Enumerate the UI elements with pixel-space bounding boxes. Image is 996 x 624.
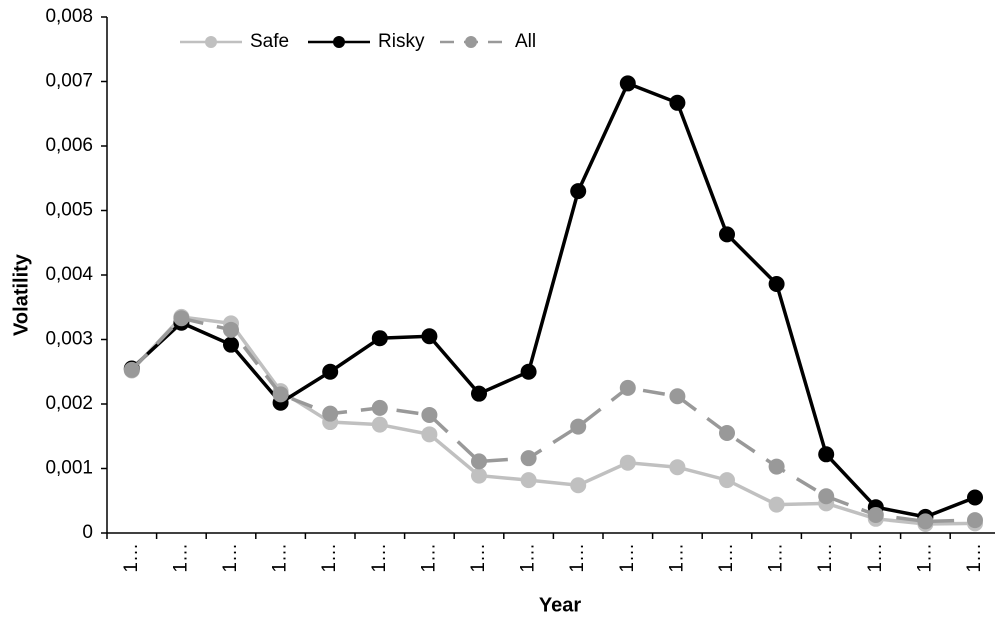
point	[223, 321, 239, 338]
y-tick-label: 0,002	[45, 393, 93, 414]
point	[371, 416, 388, 433]
point	[619, 454, 636, 471]
y-tick-label: 0,005	[45, 200, 93, 221]
x-tick-label: 1…	[567, 543, 588, 573]
point	[619, 75, 636, 92]
x-tick-label: 1…	[468, 543, 489, 573]
y-tick-label: 0,001	[45, 458, 93, 479]
point	[867, 506, 884, 523]
x-tick-label: 1…	[716, 543, 737, 573]
point	[917, 513, 934, 530]
point	[619, 379, 636, 396]
point	[818, 446, 835, 463]
point	[570, 183, 587, 200]
point	[669, 388, 686, 405]
point	[322, 363, 339, 380]
y-tick-label: 0,008	[45, 6, 93, 27]
x-axis-title: Year	[539, 594, 581, 616]
point	[421, 406, 438, 423]
point	[768, 496, 785, 513]
y-tick-label: 0,006	[45, 135, 93, 156]
y-axis-title: Volatility	[10, 253, 32, 336]
point	[719, 425, 735, 442]
x-tick-label: 1…	[617, 543, 638, 573]
legend-label: Safe	[250, 31, 289, 52]
x-tick-label: 1…	[418, 543, 439, 573]
y-tick-label: 0	[82, 522, 93, 543]
series-line	[130, 81, 976, 519]
y-tick-label: 0,007	[45, 71, 93, 92]
x-tick-label: 1…	[369, 543, 390, 573]
point	[967, 512, 983, 529]
point	[421, 328, 438, 345]
point	[818, 488, 835, 505]
point	[669, 94, 686, 111]
point	[719, 472, 735, 489]
legend-marker	[205, 36, 217, 48]
point	[967, 489, 983, 506]
point	[371, 330, 388, 347]
point	[322, 405, 339, 422]
point	[272, 386, 289, 403]
point	[471, 467, 487, 484]
legend-marker	[465, 36, 477, 48]
point	[719, 226, 735, 243]
legend-marker	[333, 36, 345, 48]
point	[520, 472, 537, 489]
point	[520, 363, 537, 380]
x-tick-label: 1…	[170, 543, 191, 573]
point	[471, 385, 487, 402]
x-tick-label: 1…	[220, 543, 241, 573]
x-tick-label: 1…	[964, 543, 985, 573]
series-line	[130, 315, 976, 526]
point	[471, 453, 487, 470]
y-tick-label: 0,004	[45, 264, 93, 285]
x-tick-label: 1…	[865, 543, 886, 573]
x-tick-label: 1…	[121, 543, 142, 573]
x-tick-label: 1…	[815, 543, 836, 573]
series-line	[130, 316, 976, 524]
point	[768, 458, 785, 475]
point	[223, 336, 239, 353]
x-tick-label: 1…	[319, 543, 340, 573]
point	[570, 418, 587, 435]
point	[173, 310, 190, 327]
point	[123, 361, 140, 378]
point	[570, 477, 587, 494]
point	[520, 450, 537, 467]
point	[669, 459, 686, 476]
x-tick-label: 1…	[666, 543, 687, 573]
legend-label: Risky	[378, 31, 425, 52]
point	[768, 276, 785, 293]
point	[371, 399, 388, 416]
point	[421, 426, 438, 443]
x-tick-label: 1…	[766, 543, 787, 573]
x-tick-label: 1…	[270, 543, 291, 573]
y-tick-label: 0,003	[45, 329, 93, 350]
x-tick-label: 1…	[914, 543, 935, 573]
x-tick-label: 1…	[518, 543, 539, 573]
legend-label: All	[515, 31, 536, 52]
